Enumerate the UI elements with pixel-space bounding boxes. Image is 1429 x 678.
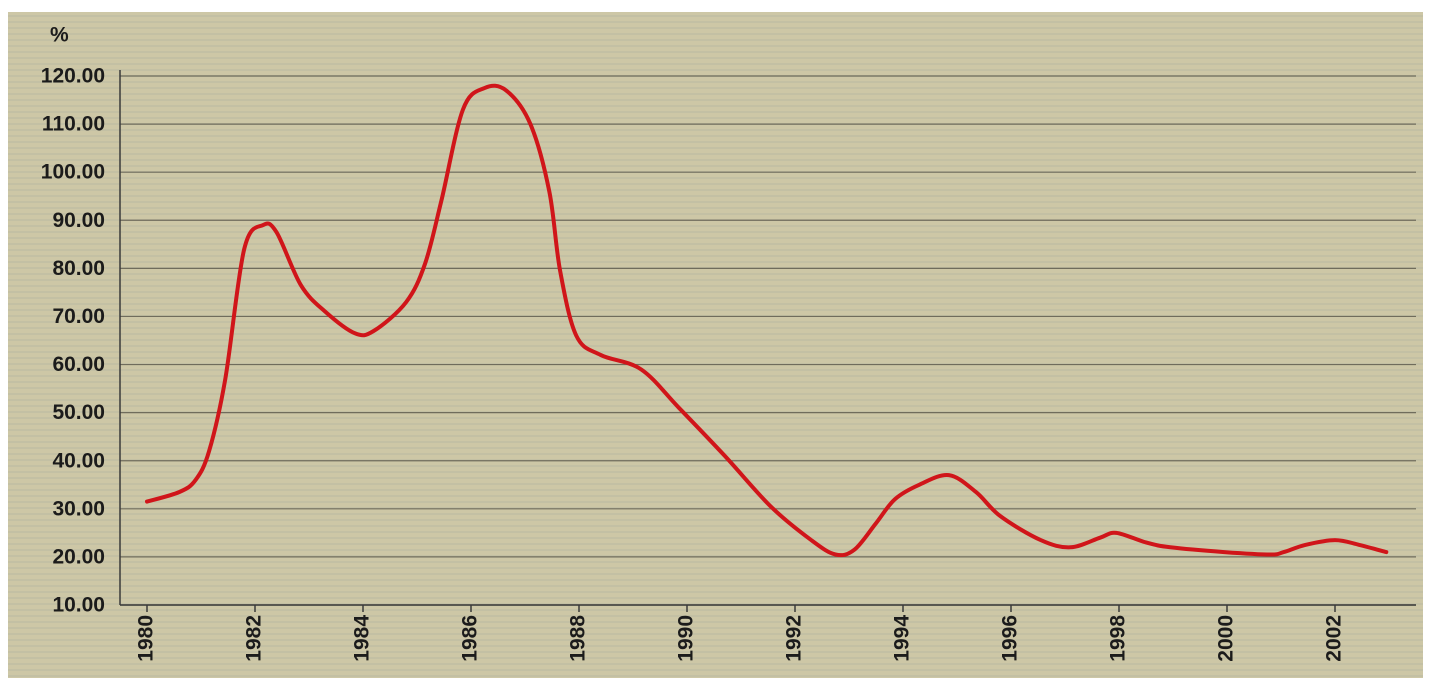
y-tick-label: 40.00 (52, 449, 105, 472)
y-tick-label: 70.00 (52, 305, 105, 328)
background (8, 12, 1423, 678)
y-tick-label: 10.00 (52, 594, 105, 617)
y-tick-label: 100.00 (41, 161, 105, 184)
y-tick-label: 20.00 (52, 545, 105, 568)
x-tick-label: 2002 (1323, 615, 1346, 662)
y-tick-label: 80.00 (52, 257, 105, 280)
y-tick-label: 110.00 (42, 113, 105, 136)
y-axis-label: % (50, 24, 69, 47)
x-tick-label: 1994 (891, 615, 914, 662)
x-tick-label: 1986 (459, 615, 482, 662)
y-tick-label: 90.00 (52, 209, 105, 232)
y-tick-label: 60.00 (52, 353, 105, 376)
y-tick-label: 50.00 (52, 401, 105, 424)
x-tick-label: 1998 (1107, 615, 1130, 662)
x-tick-label: 2000 (1215, 615, 1238, 662)
x-tick-label: 1990 (675, 615, 698, 662)
x-tick-label: 1988 (567, 615, 590, 662)
y-tick-label: 120.00 (41, 65, 105, 88)
x-tick-label: 1996 (999, 615, 1022, 662)
x-tick-label: 1992 (783, 615, 806, 662)
x-tick-label: 1982 (243, 615, 266, 662)
data-line (145, 83, 1389, 558)
x-tick-label: 1980 (135, 615, 158, 662)
x-tick-label: 1984 (351, 615, 374, 662)
y-tick-label: 30.00 (52, 497, 105, 520)
